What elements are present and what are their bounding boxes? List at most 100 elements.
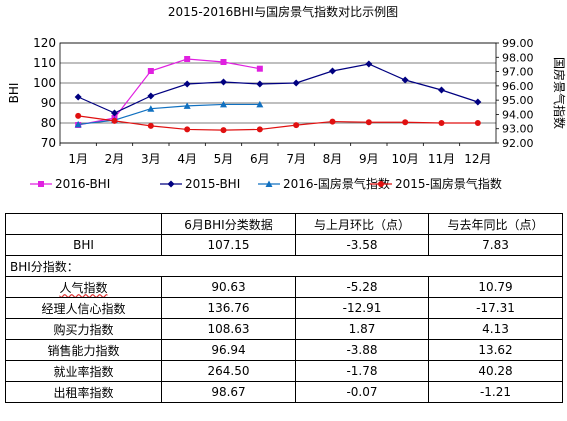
table-cell: 264.50 xyxy=(161,360,296,382)
table-header-row: 6月BHI分类数据 与上月环比（点） 与去年同比（点） xyxy=(5,213,563,235)
bhi-category-table: 6月BHI分类数据 与上月环比（点） 与去年同比（点） BHI 107.15 -3.… xyxy=(5,213,563,403)
legend-label: 2015-国房景气指数 xyxy=(395,176,502,191)
table-cell: -17.31 xyxy=(428,297,563,319)
data-point xyxy=(401,76,409,84)
series-line-4 xyxy=(78,115,478,131)
y-axis-label: BHI xyxy=(7,83,21,104)
data-point xyxy=(402,119,409,126)
data-point xyxy=(293,122,300,129)
series-line-2 xyxy=(77,63,479,114)
table-cell: -12.91 xyxy=(295,297,429,319)
x-tick-label: 11月 xyxy=(428,152,455,166)
table-cell: -1.21 xyxy=(428,381,563,403)
table-header-cell: 与上月环比（点） xyxy=(295,213,429,235)
y2-tick-label: 92.00 xyxy=(502,137,534,150)
legend-label: 2015-BHI xyxy=(185,177,240,191)
table-cell: 1.87 xyxy=(295,318,429,340)
x-tick-label: 9月 xyxy=(359,152,379,166)
data-point xyxy=(256,80,264,88)
table-cell: 13.62 xyxy=(428,339,563,361)
y-tick-label: 90 xyxy=(41,96,56,110)
data-point xyxy=(75,112,82,119)
data-point xyxy=(220,59,227,65)
legend-marker xyxy=(167,180,175,188)
y2-tick-label: 95.00 xyxy=(502,94,534,107)
data-point xyxy=(329,118,336,125)
table-row-label: 经理人信心指数 xyxy=(5,297,162,319)
table-cell: 98.67 xyxy=(161,381,296,403)
data-point xyxy=(220,78,227,86)
x-tick-label: 8月 xyxy=(323,152,343,166)
data-point xyxy=(256,100,264,108)
table-cell: -3.88 xyxy=(295,339,429,361)
table-cell: 107.15 xyxy=(161,234,296,256)
data-point xyxy=(147,92,155,100)
data-point xyxy=(365,60,373,68)
data-point xyxy=(111,117,118,124)
legend-label: 2016-BHI xyxy=(55,177,110,191)
table-row-label: BHI分指数： xyxy=(5,255,563,277)
table-cell: -0.07 xyxy=(295,381,429,403)
table-row-label: 购买力指数 xyxy=(5,318,162,340)
x-tick-label: 7月 xyxy=(286,152,306,166)
table-row: 经理人信心指数 136.76 -12.91 -17.31 xyxy=(5,297,563,319)
table-row-label: BHI xyxy=(5,234,162,256)
table-body: BHI 107.15 -3.58 7.83 BHI分指数： 人气指数 90.63 -5.28 1… xyxy=(5,234,563,403)
data-point xyxy=(74,93,82,101)
data-point xyxy=(292,79,300,87)
y2-tick-label: 98.00 xyxy=(502,51,534,64)
row-label-text: 出租率指数 xyxy=(53,385,114,400)
data-point xyxy=(184,56,191,62)
table-cell: -5.28 xyxy=(295,276,429,298)
table-cell: -3.58 xyxy=(295,234,429,256)
table-row: 就业率指数 264.50 -1.78 40.28 xyxy=(5,360,563,382)
data-point xyxy=(183,102,191,109)
table-cell: 7.83 xyxy=(428,234,563,256)
row-label-text: BHI xyxy=(73,238,94,252)
data-point xyxy=(220,127,227,134)
x-tick-label: 2月 xyxy=(105,152,125,166)
table-cell: 90.63 xyxy=(161,276,296,298)
table-cell: 40.28 xyxy=(428,360,563,382)
chart-title: 2015-2016BHI与国房景气指数对比示例图 xyxy=(168,4,398,19)
plot-frame xyxy=(59,42,497,144)
data-point xyxy=(256,126,263,133)
x-tick-label: 5月 xyxy=(214,152,234,166)
table-cell: 4.13 xyxy=(428,318,563,340)
table-cell: 10.79 xyxy=(428,276,563,298)
legend-marker xyxy=(38,181,44,187)
table-cell: 96.94 xyxy=(161,339,296,361)
table-row: BHI分指数： xyxy=(5,255,563,277)
data-point xyxy=(111,109,118,117)
row-label-text: 人气指数 xyxy=(59,280,108,295)
x-tick-label: 6月 xyxy=(250,152,270,166)
data-point xyxy=(329,67,336,75)
y2-tick-label: 99.00 xyxy=(502,37,534,50)
series-line-3 xyxy=(78,103,260,126)
data-point xyxy=(365,119,372,126)
table-row-label: 出租率指数 xyxy=(5,381,162,403)
data-point xyxy=(220,100,227,108)
legend-marker xyxy=(265,180,273,187)
series-line-1 xyxy=(78,58,260,126)
legend-label: 2016-国房景气指数 xyxy=(283,176,390,191)
table-row-label: 人气指数 xyxy=(5,276,162,298)
table-row: 人气指数 90.63 -5.28 10.79 xyxy=(5,276,563,298)
data-point xyxy=(74,120,82,128)
y-tick-label: 100 xyxy=(33,76,56,90)
row-label-text: 经理人信心指数 xyxy=(41,301,126,316)
table-row: 购买力指数 108.63 1.87 4.13 xyxy=(5,318,563,340)
row-label-text: BHI分指数： xyxy=(10,259,79,274)
data-point xyxy=(438,86,445,94)
x-tick-label: 12月 xyxy=(464,152,491,166)
table-header-cell: 与去年同比（点） xyxy=(428,213,563,235)
y-tick-label: 120 xyxy=(33,36,56,50)
row-label-text: 销售能力指数 xyxy=(47,343,120,358)
y-tick-label: 110 xyxy=(33,56,56,70)
data-point xyxy=(147,122,154,129)
data-point xyxy=(183,80,191,88)
data-point xyxy=(147,68,154,74)
data-point xyxy=(438,120,445,126)
table-row-label: 销售能力指数 xyxy=(5,339,162,361)
x-tick-label: 4月 xyxy=(177,152,197,166)
